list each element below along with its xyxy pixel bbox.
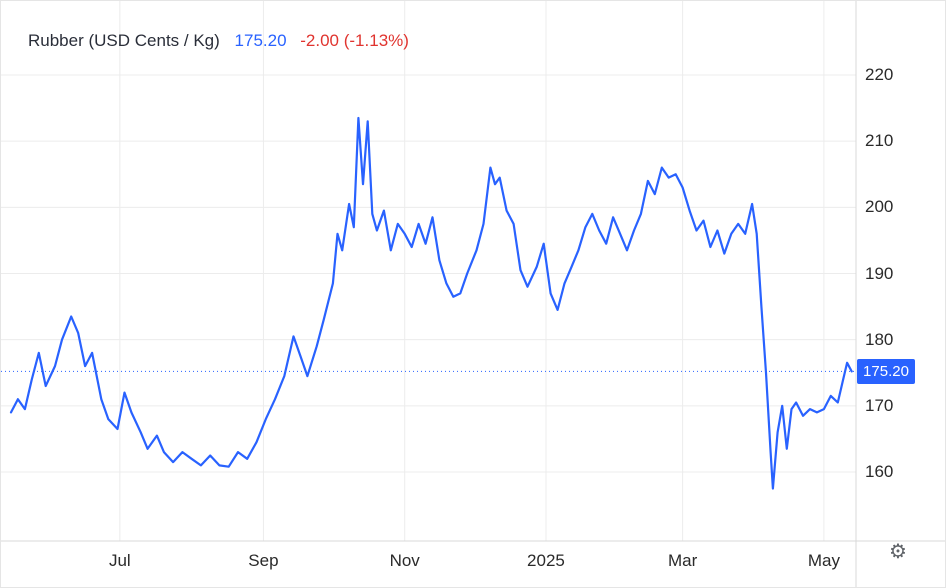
x-axis-label: May (807, 551, 840, 570)
x-axis-label: Mar (667, 551, 698, 570)
chart-header: Rubber (USD Cents / Kg) 175.20 -2.00 (-1… (28, 31, 409, 51)
price-change-text: -2.00 (-1.13%) (300, 31, 409, 50)
x-axis-label: Nov (389, 551, 420, 570)
y-axis-label: 160 (865, 462, 894, 481)
price-series-line (9, 116, 853, 490)
last-price-text: 175.20 (234, 31, 287, 50)
y-axis-label: 210 (865, 131, 894, 151)
y-axis-label: 220 (865, 65, 894, 84)
y-axis-label: 190 (865, 263, 894, 283)
settings-gear-icon[interactable]: ⚙ (889, 541, 907, 563)
x-axis-label: 2025 (527, 551, 565, 570)
y-axis-label: 200 (865, 197, 894, 217)
price-axis-badge: 175.20 (857, 358, 915, 384)
x-axis-label: Jul (108, 551, 131, 570)
instrument-title: Rubber (USD Cents / Kg) (28, 31, 220, 50)
y-axis-label: 180 (865, 329, 894, 349)
x-axis-label: Sep (248, 551, 279, 570)
y-axis-label: 170 (865, 395, 894, 415)
